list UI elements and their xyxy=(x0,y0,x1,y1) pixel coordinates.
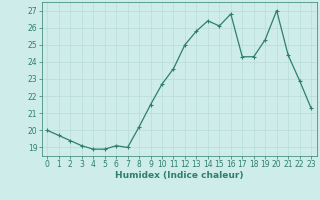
X-axis label: Humidex (Indice chaleur): Humidex (Indice chaleur) xyxy=(115,171,244,180)
